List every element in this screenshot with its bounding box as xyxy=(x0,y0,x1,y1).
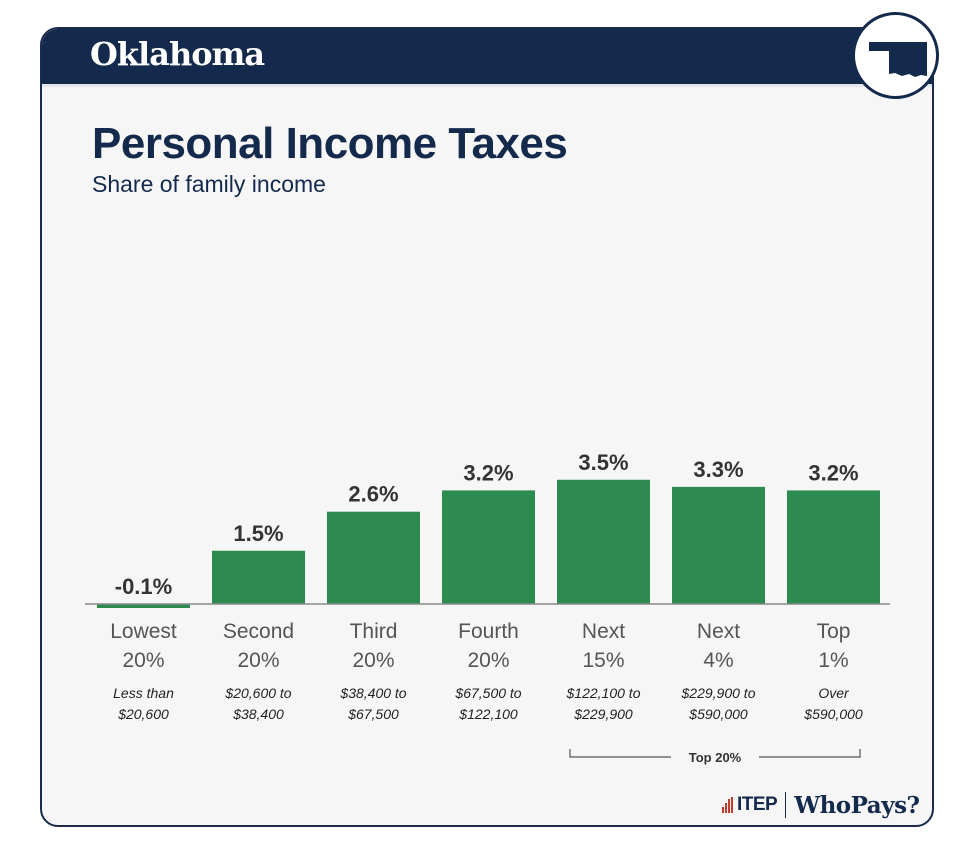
top-20-bracket xyxy=(569,749,861,758)
income-range-label: $590,000 xyxy=(803,706,863,722)
bar-5 xyxy=(557,479,650,604)
oklahoma-state-shape-icon xyxy=(869,42,927,77)
chart-title: Personal Income Taxes xyxy=(92,119,568,168)
category-label: Top xyxy=(817,620,851,643)
bar-value-label: 3.2% xyxy=(808,460,858,485)
category-label: Fourth xyxy=(458,620,519,643)
category-label: 4% xyxy=(703,649,733,672)
income-range-label: $38,400 to xyxy=(339,685,406,701)
header-bar: Oklahoma xyxy=(42,29,932,87)
category-label: 20% xyxy=(237,649,279,672)
category-label: 20% xyxy=(352,649,394,672)
category-label: Lowest xyxy=(110,620,177,643)
income-range-label: $38,400 xyxy=(232,706,284,722)
bar-4 xyxy=(442,490,535,604)
category-label: 15% xyxy=(582,649,624,672)
footer-logo: ITEP WhoPays? xyxy=(722,789,920,821)
category-label: 1% xyxy=(818,649,848,672)
chart-card: Oklahoma Personal Income Taxes Share of … xyxy=(40,27,934,827)
bar-value-label: 3.2% xyxy=(463,460,513,485)
income-range-label: $20,600 to xyxy=(224,685,291,701)
income-range-label: $122,100 to xyxy=(566,685,641,701)
itep-bars-icon xyxy=(722,797,734,813)
whopays-logo-text: WhoPays? xyxy=(794,791,920,819)
category-label: Next xyxy=(582,620,625,643)
bar-value-label: -0.1% xyxy=(115,574,172,599)
bar-1 xyxy=(97,604,190,608)
income-range-label: $229,900 to xyxy=(681,685,756,701)
income-range-label: Less than xyxy=(113,685,174,701)
logo-divider xyxy=(785,792,787,818)
state-badge xyxy=(852,12,939,99)
bar-6 xyxy=(672,486,765,604)
income-range-label: $229,900 xyxy=(573,706,633,722)
bar-3 xyxy=(327,511,420,604)
income-range-label: $67,500 xyxy=(347,706,399,722)
itep-logo-text: ITEP xyxy=(737,794,778,815)
bar-value-label: 3.5% xyxy=(578,450,628,475)
bar-value-label: 2.6% xyxy=(348,482,398,507)
bar-value-label: 3.3% xyxy=(693,457,743,482)
bar-value-label: 1.5% xyxy=(233,521,283,546)
bar-7 xyxy=(787,490,880,604)
category-label: Third xyxy=(350,620,398,643)
income-range-label: Over xyxy=(818,685,850,701)
top-20-bracket-label: Top 20% xyxy=(689,750,742,765)
category-label: 20% xyxy=(122,649,164,672)
category-label: Second xyxy=(223,620,294,643)
income-range-label: $67,500 to xyxy=(454,685,521,701)
state-name: Oklahoma xyxy=(90,35,265,73)
income-range-label: $590,000 xyxy=(688,706,748,722)
bar-2 xyxy=(212,550,305,604)
category-label: Next xyxy=(697,620,740,643)
income-range-label: $20,600 xyxy=(117,706,169,722)
chart-subtitle: Share of family income xyxy=(92,171,326,197)
income-range-label: $122,100 xyxy=(458,706,518,722)
category-label: 20% xyxy=(467,649,509,672)
